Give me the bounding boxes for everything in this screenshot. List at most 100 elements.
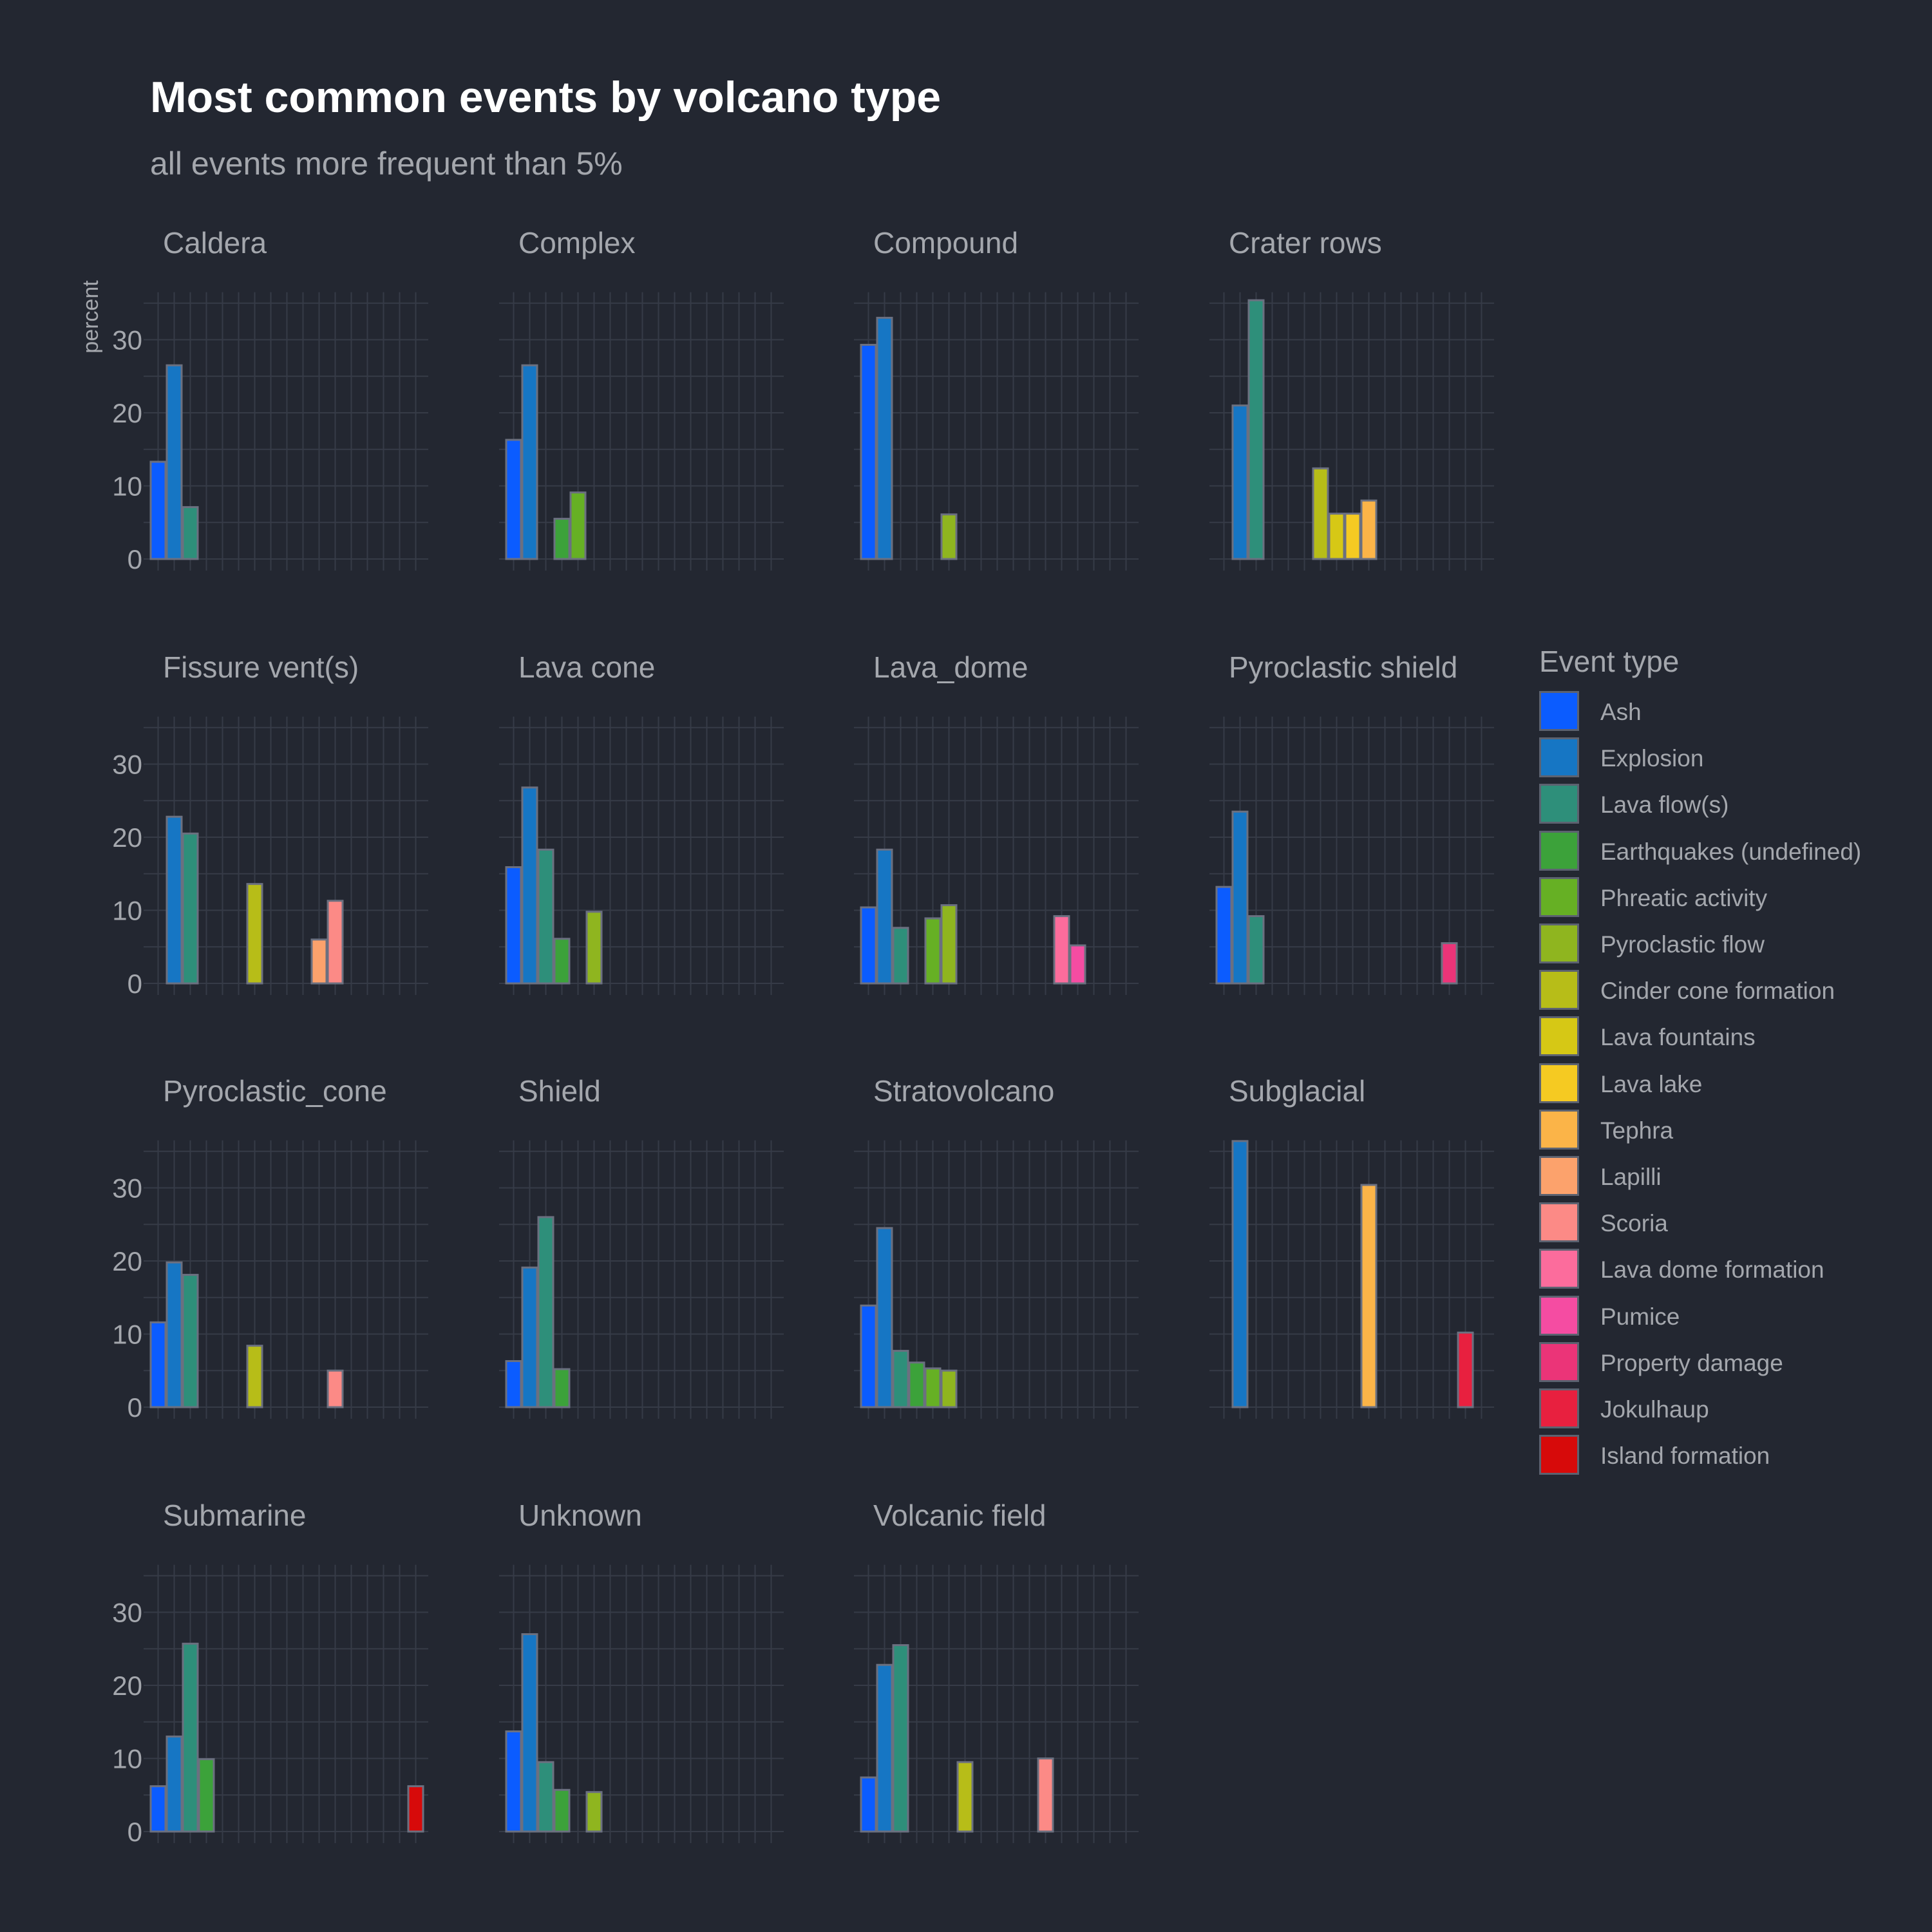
panel-title: Shield [518, 1074, 601, 1108]
panel-volcanic-field: Volcanic field [854, 1499, 1139, 1843]
bar-earthquakes-undefined [553, 1368, 571, 1408]
legend-label: Jokulhaup [1600, 1396, 1709, 1423]
legend-label: Phreatic activity [1600, 884, 1768, 911]
legend-label: Pumice [1600, 1303, 1680, 1330]
bar-pyroclastic-flow [585, 911, 603, 985]
legend-label: Lava dome formation [1600, 1256, 1824, 1283]
panel-unknown: Unknown [499, 1499, 784, 1843]
legend-swatch [1539, 1156, 1579, 1196]
bar-ash [860, 1776, 877, 1833]
legend-title: Event type [1539, 645, 1680, 678]
panel-title: Compound [873, 226, 1018, 260]
legend-swatch [1539, 1202, 1579, 1243]
legend-item-earthquakes-undefined: Earthquakes (undefined) [1539, 830, 1900, 873]
panel-title: Unknown [518, 1499, 642, 1532]
bar-lapilli [310, 938, 328, 985]
bar-explosion [166, 1261, 183, 1408]
legend-label: Island formation [1600, 1443, 1770, 1470]
panel-lava-dome: Lava_dome [854, 650, 1139, 995]
panel-title: Submarine [163, 1499, 306, 1532]
panel-grid [144, 716, 428, 995]
bar-property-damage [1441, 942, 1458, 985]
legend-swatch [1539, 876, 1579, 917]
bar-lava-dome-formation [1053, 915, 1070, 985]
bar-ash [149, 1785, 167, 1833]
y-tick-label: 10 [112, 1744, 142, 1774]
panel-grid [854, 292, 1139, 571]
bar-explosion [166, 1735, 183, 1833]
panel-title: Lava cone [518, 650, 655, 684]
panel-grid [144, 1564, 428, 1843]
legend-label: Ash [1600, 699, 1642, 725]
bar-earthquakes-undefined [553, 1788, 571, 1833]
legend-swatch [1539, 1109, 1579, 1150]
legend-label: Earthquakes (undefined) [1600, 838, 1862, 865]
faceted-bar-chart: Caldera 0 10 20 30 Complex Compound Crater rows… [79, 226, 1494, 1847]
panel-title: Lava_dome [873, 650, 1028, 684]
legend-label: Scoria [1600, 1210, 1668, 1237]
legend-item-island-formation: Island formation [1539, 1435, 1900, 1477]
bar-ash [505, 1359, 522, 1408]
y-tick-label: 30 [112, 1598, 142, 1628]
bar-lava-flow-s [1247, 915, 1265, 985]
y-tick-label: 0 [128, 544, 142, 574]
panel-grid [499, 1564, 784, 1843]
bar-earthquakes-undefined [553, 938, 571, 985]
panel-title: Fissure vent(s) [163, 650, 359, 684]
bar-lava-flow-s [182, 506, 199, 560]
bar-ash [149, 460, 167, 560]
bar-cinder-cone-formation [246, 883, 263, 985]
bar-explosion [521, 1633, 538, 1833]
legend-label: Property damage [1600, 1349, 1783, 1376]
legend-swatch [1539, 737, 1579, 778]
y-tick-label: 20 [112, 1671, 142, 1701]
panel-title: Caldera [163, 226, 267, 260]
legend-item-lava-flow-s: Lava flow(s) [1539, 784, 1900, 826]
bar-earthquakes-undefined [198, 1758, 215, 1833]
legend-item-phreatic-activity: Phreatic activity [1539, 876, 1900, 920]
legend-label: Lava lake [1600, 1070, 1703, 1097]
legend-item-jokulhaup: Jokulhaup [1539, 1388, 1900, 1431]
bar-cinder-cone-formation [246, 1345, 263, 1408]
bar-phreatic-activity [924, 917, 942, 985]
y-tick-label: 20 [112, 398, 142, 428]
bar-lava-flow-s [182, 1274, 199, 1408]
bar-cinder-cone-formation [956, 1761, 974, 1833]
bar-lava-lake [1344, 513, 1361, 560]
legend-item-ash: Ash [1539, 691, 1900, 734]
bar-lava-flow-s [892, 1350, 909, 1408]
bar-ash [505, 439, 522, 560]
chart-title: Most common events by volcano type [150, 73, 942, 122]
legend-label: Explosion [1600, 745, 1704, 772]
panel-subglacial: Subglacial [1209, 1074, 1494, 1419]
legend-swatch [1539, 830, 1579, 871]
bar-explosion [1231, 1140, 1249, 1408]
bar-lava-flow-s [892, 927, 909, 985]
y-tick-label: 10 [112, 896, 142, 926]
panel-grid [1209, 1140, 1494, 1419]
panel-complex: Complex [499, 226, 784, 571]
bar-explosion [521, 1266, 538, 1408]
legend-item-tephra: Tephra [1539, 1109, 1900, 1152]
bar-lava-flow-s [182, 1642, 199, 1833]
y-tick-label: 30 [112, 750, 142, 780]
legend-swatch [1539, 970, 1579, 1010]
bar-ash [1215, 886, 1233, 985]
legend-swatch [1539, 923, 1579, 963]
panel-submarine: Submarine 0 10 20 30 [112, 1499, 428, 1847]
bar-tephra [1360, 499, 1378, 560]
legend-swatch [1539, 1435, 1579, 1475]
panel-caldera: Caldera 0 10 20 30 [112, 226, 428, 574]
legend-label: Pyroclastic flow [1600, 931, 1765, 958]
bar-jokulhaup [1457, 1331, 1474, 1408]
legend-label: Lava fountains [1600, 1024, 1756, 1051]
panel-pyroclastic-shield: Pyroclastic shield [1209, 650, 1494, 995]
legend-item-scoria: Scoria [1539, 1202, 1900, 1245]
bar-explosion [876, 1663, 893, 1833]
bar-lava-flow-s [537, 1216, 554, 1408]
legend-item-pumice: Pumice [1539, 1295, 1900, 1338]
bar-ash [149, 1321, 167, 1408]
y-tick-label: 0 [128, 1392, 142, 1423]
bar-lava-flow-s [892, 1644, 909, 1833]
bar-pyroclastic-flow [940, 1369, 958, 1408]
